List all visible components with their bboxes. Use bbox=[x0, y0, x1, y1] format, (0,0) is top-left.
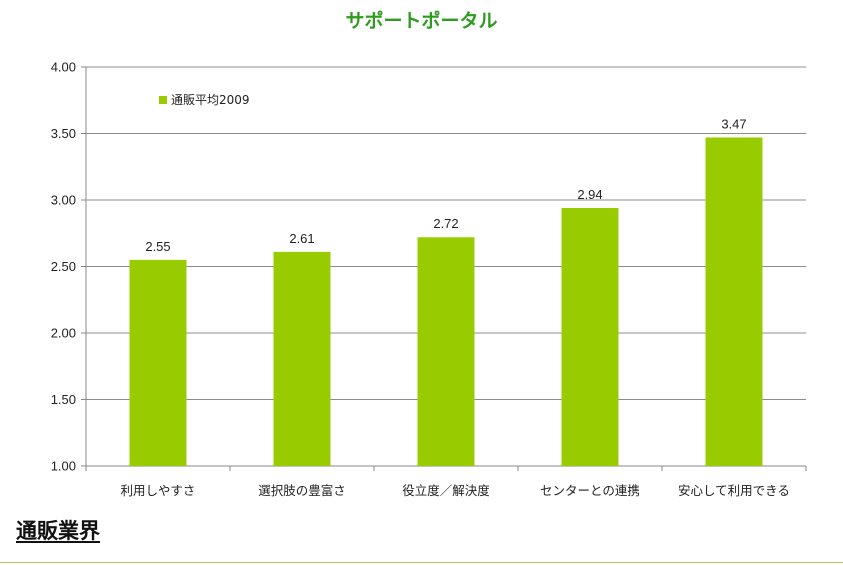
data-label: 2.61 bbox=[289, 231, 314, 246]
y-tick-label: 2.50 bbox=[51, 259, 76, 274]
data-label: 2.72 bbox=[433, 216, 458, 231]
y-tick-label: 4.00 bbox=[51, 60, 76, 75]
bar bbox=[417, 237, 475, 466]
y-tick-label: 1.00 bbox=[51, 459, 76, 474]
category-label: 利用しやすさ bbox=[121, 483, 196, 498]
y-tick-label: 1.50 bbox=[51, 392, 76, 407]
legend-label: 通販平均2009 bbox=[171, 93, 250, 107]
y-tick-label: 3.50 bbox=[51, 126, 76, 141]
category-label: 選択肢の豊富さ bbox=[258, 483, 346, 498]
bars bbox=[129, 137, 763, 467]
data-label: 2.94 bbox=[577, 187, 602, 202]
bar bbox=[705, 137, 763, 467]
data-label: 2.55 bbox=[145, 239, 170, 254]
bar bbox=[129, 259, 187, 466]
section-heading: 通販業界 bbox=[16, 519, 100, 543]
category-label: 安心して利用できる bbox=[678, 483, 790, 498]
bar bbox=[273, 251, 331, 466]
y-tick-label: 2.00 bbox=[51, 326, 76, 341]
category-label: 役立度／解決度 bbox=[402, 483, 490, 498]
chart-title: サポートポータル bbox=[345, 10, 498, 32]
labels: 1.00 1.50 2.00 2.50 3.00 3.50 4.00 2.55 利用しやすさ 2.… bbox=[51, 60, 790, 499]
category-label: センターとの連携 bbox=[540, 483, 640, 498]
legend-swatch bbox=[159, 96, 167, 104]
bar-chart: 1.00 1.50 2.00 2.50 3.00 3.50 4.00 2.55 利用しやすさ 2.… bbox=[51, 60, 807, 499]
bar bbox=[561, 207, 619, 467]
data-label: 3.47 bbox=[721, 116, 746, 131]
legend: 通販平均2009 bbox=[159, 93, 250, 107]
bottom-divider bbox=[0, 562, 843, 563]
y-tick-label: 3.00 bbox=[51, 193, 76, 208]
